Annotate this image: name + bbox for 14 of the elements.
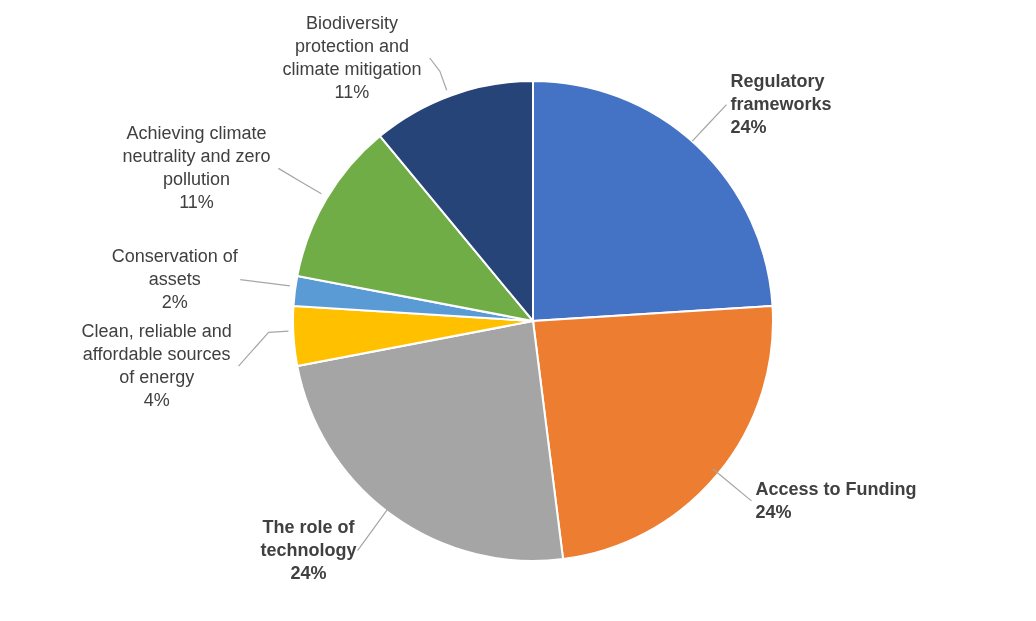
slice-label: Conservation of assets	[111, 246, 239, 290]
slice-label: Access to Funding	[755, 478, 917, 499]
slice-label: Achieving climate neutrality and zero pollution	[122, 123, 271, 190]
slice-label: The role of technology	[260, 517, 357, 561]
data-label: 11%	[179, 192, 214, 213]
data-label: 2%	[161, 292, 188, 313]
data-label: 24%	[730, 117, 767, 138]
data-label: 24%	[290, 563, 327, 584]
slice-label: Regulatory frameworks	[730, 71, 832, 115]
data-label: 4%	[143, 390, 170, 411]
data-label: 24%	[755, 501, 792, 522]
slice-label: Biodiversity protection and climate mitigation	[282, 13, 422, 79]
data-label: 11%	[334, 82, 370, 102]
slice-label: Clean, reliable and affordable sources of energy	[81, 321, 232, 388]
